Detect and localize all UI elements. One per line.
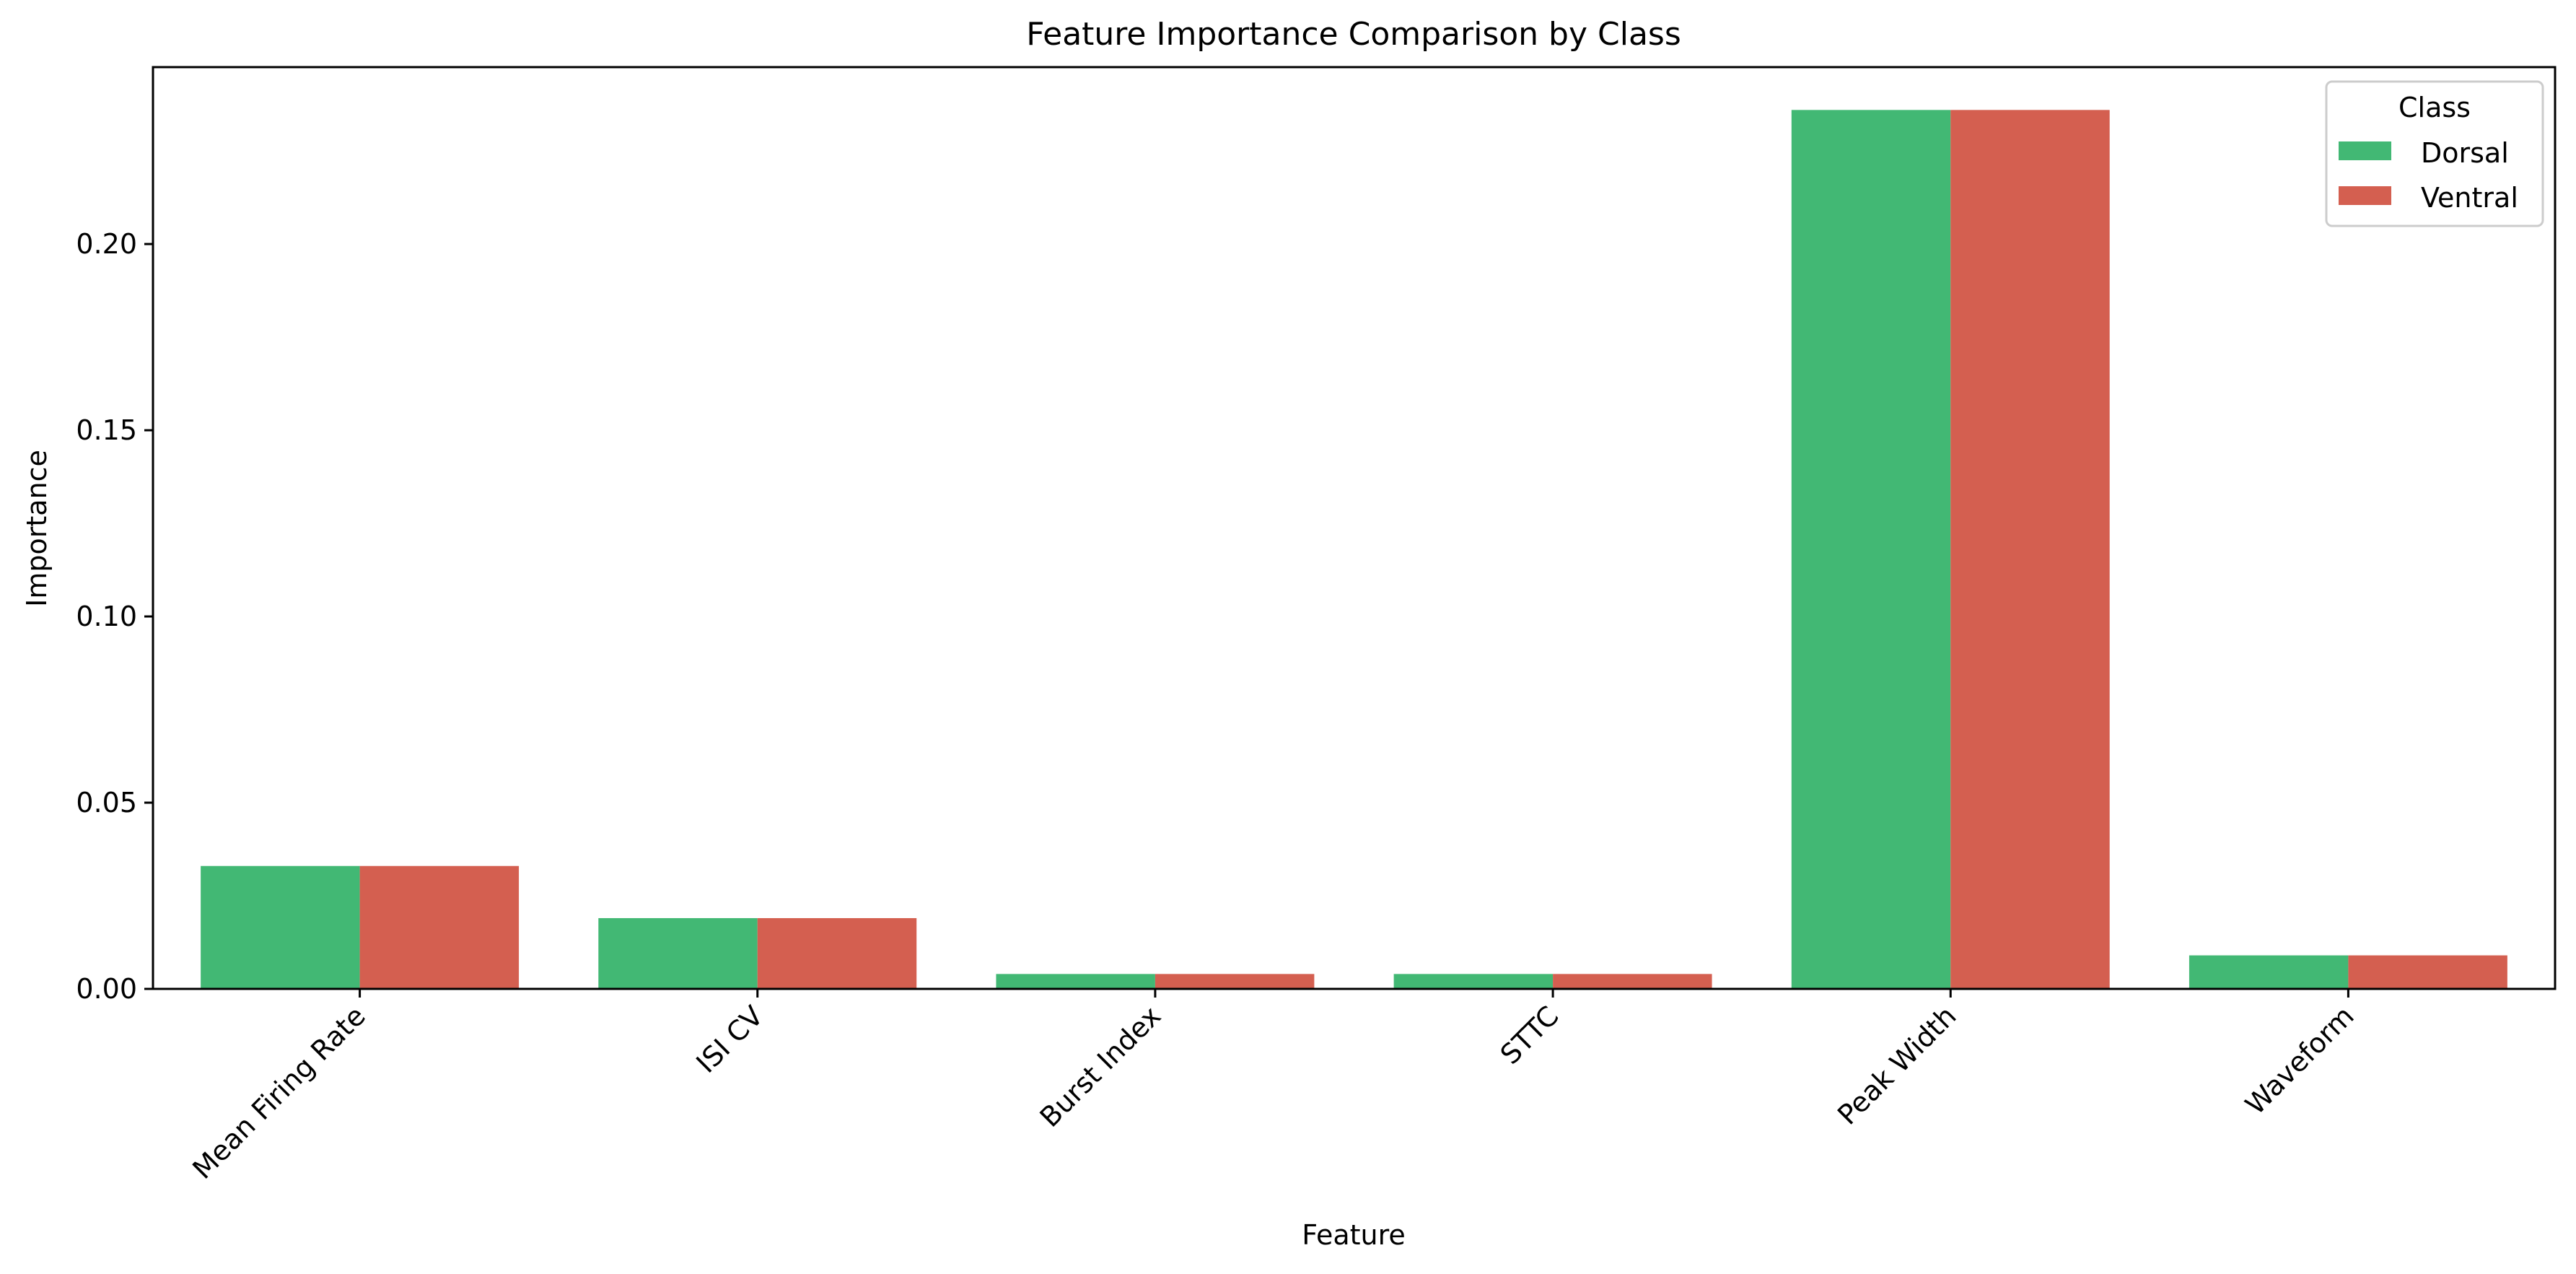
bar-dorsal-3 bbox=[1393, 974, 1554, 989]
legend-swatch-dorsal bbox=[2339, 141, 2391, 160]
bar-dorsal-5 bbox=[2189, 955, 2349, 989]
y-tick-label-4: 0.20 bbox=[76, 228, 137, 260]
x-tick-label-1: ISI CV bbox=[690, 1000, 769, 1079]
x-tick-label-3: STTC bbox=[1494, 1000, 1565, 1070]
x-axis-label: Feature bbox=[1302, 1219, 1406, 1251]
y-axis-label: Importance bbox=[21, 450, 53, 607]
chart-title: Feature Importance Comparison by Class bbox=[1026, 16, 1681, 53]
bar-ventral-2 bbox=[1155, 974, 1315, 989]
bar-ventral-3 bbox=[1553, 974, 1712, 989]
y-tick-label-3: 0.15 bbox=[76, 414, 137, 446]
bar-dorsal-1 bbox=[598, 917, 758, 989]
y-tick-label-2: 0.10 bbox=[76, 601, 137, 632]
bar-dorsal-4 bbox=[1791, 110, 1951, 990]
bar-ventral-1 bbox=[757, 917, 917, 989]
legend-label-dorsal: Dorsal bbox=[2421, 137, 2509, 169]
y-tick-label-1: 0.05 bbox=[76, 787, 137, 819]
bar-dorsal-2 bbox=[996, 974, 1155, 989]
bar-ventral-0 bbox=[359, 865, 520, 989]
legend-label-ventral: Ventral bbox=[2421, 182, 2518, 214]
y-axis: 0.00 0.05 0.10 0.15 0.20 bbox=[76, 228, 153, 1005]
plot-frame bbox=[152, 66, 2557, 990]
legend-title: Class bbox=[2398, 92, 2471, 123]
y-tick-label-0: 0.00 bbox=[76, 973, 137, 1005]
x-tick-label-2: Burst Index bbox=[1034, 1000, 1167, 1133]
bar-dorsal-0 bbox=[201, 865, 360, 989]
bar-ventral-5 bbox=[2348, 955, 2507, 989]
legend: Class Dorsal Ventral bbox=[2325, 80, 2544, 227]
legend-swatch-ventral bbox=[2339, 186, 2391, 205]
x-tick-label-5: Waveform bbox=[2239, 1000, 2360, 1121]
bars bbox=[201, 110, 2507, 990]
bar-ventral-4 bbox=[1950, 110, 2110, 990]
x-tick-label-0: Mean Firing Rate bbox=[186, 1000, 372, 1185]
x-axis: Mean Firing Rate ISI CV Burst Index STTC Pea… bbox=[186, 989, 2360, 1185]
x-tick-label-4: Peak Width bbox=[1831, 1000, 1963, 1131]
